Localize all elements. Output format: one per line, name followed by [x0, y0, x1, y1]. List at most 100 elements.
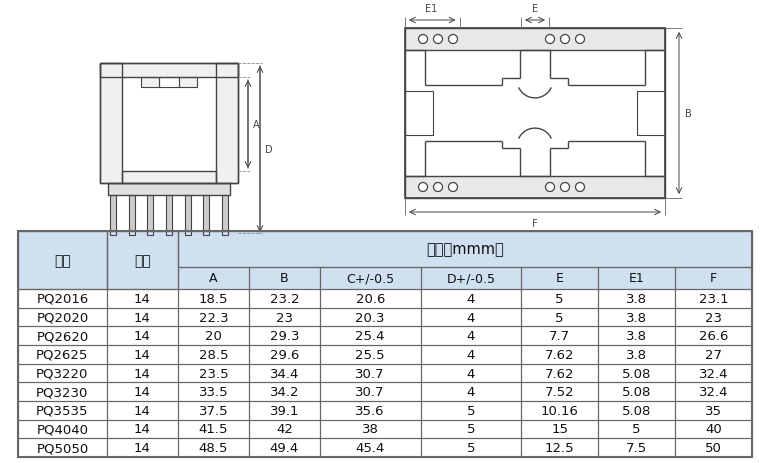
Text: A: A	[209, 272, 217, 285]
Bar	[178, 308, 249, 326]
Bar	[320, 345, 421, 364]
Bar	[18, 438, 107, 457]
Bar	[249, 345, 320, 364]
Bar	[320, 420, 421, 438]
Circle shape	[419, 183, 428, 192]
Text: 14: 14	[134, 404, 151, 417]
Text: 48.5: 48.5	[199, 441, 228, 454]
Bar	[421, 364, 521, 382]
Bar	[405, 29, 665, 51]
Bar	[521, 308, 598, 326]
Bar	[675, 326, 752, 345]
Bar	[249, 382, 320, 401]
Bar	[320, 401, 421, 420]
Bar	[178, 289, 249, 308]
Text: 14: 14	[134, 311, 151, 324]
Bar	[521, 268, 598, 289]
Bar	[521, 420, 598, 438]
Bar	[421, 420, 521, 438]
Text: C+/-0.5: C+/-0.5	[346, 272, 394, 285]
Bar	[421, 401, 521, 420]
Text: 5: 5	[555, 311, 564, 324]
Bar	[405, 176, 665, 199]
Text: 41.5: 41.5	[199, 423, 228, 436]
Bar	[249, 326, 320, 345]
Bar	[421, 438, 521, 457]
Bar	[320, 289, 421, 308]
Bar	[107, 420, 178, 438]
Circle shape	[419, 36, 428, 44]
Bar	[18, 289, 107, 308]
Text: 14: 14	[134, 385, 151, 398]
Bar	[18, 326, 107, 345]
Bar	[675, 308, 752, 326]
Bar	[521, 364, 598, 382]
Bar	[178, 420, 249, 438]
Text: 39.1: 39.1	[270, 404, 299, 417]
Bar	[178, 345, 249, 364]
Bar	[18, 232, 107, 289]
Text: 20.3: 20.3	[356, 311, 385, 324]
Text: 7.7: 7.7	[549, 330, 570, 343]
Bar	[421, 289, 521, 308]
Text: 33.5: 33.5	[198, 385, 228, 398]
Bar	[675, 364, 752, 382]
Bar	[107, 401, 178, 420]
Bar	[421, 308, 521, 326]
Bar	[249, 420, 320, 438]
Bar	[18, 232, 107, 289]
Circle shape	[561, 36, 570, 44]
Text: 7.5: 7.5	[626, 441, 647, 454]
Bar	[110, 195, 116, 236]
Bar	[178, 401, 249, 420]
Text: PQ2620: PQ2620	[36, 330, 88, 343]
Bar	[320, 289, 421, 308]
Text: 20.6: 20.6	[356, 292, 385, 305]
Text: 3.8: 3.8	[626, 311, 647, 324]
Text: 30.7: 30.7	[356, 367, 385, 380]
Text: 14: 14	[134, 348, 151, 361]
Bar	[107, 364, 178, 382]
Text: 25.5: 25.5	[356, 348, 385, 361]
Bar	[521, 364, 598, 382]
Text: 40: 40	[705, 423, 722, 436]
Text: 29.6: 29.6	[270, 348, 299, 361]
Bar	[598, 345, 675, 364]
Circle shape	[433, 36, 442, 44]
Text: PQ3230: PQ3230	[36, 385, 88, 398]
Bar	[178, 268, 249, 289]
Text: PQ2016: PQ2016	[36, 292, 88, 305]
Text: 10.16: 10.16	[541, 404, 578, 417]
Bar	[320, 268, 421, 289]
Text: E1: E1	[629, 272, 644, 285]
Bar	[421, 345, 521, 364]
Bar	[178, 326, 249, 345]
Bar	[598, 401, 675, 420]
Bar	[598, 420, 675, 438]
Bar	[675, 420, 752, 438]
Text: PQ2625: PQ2625	[36, 348, 88, 361]
Bar	[421, 268, 521, 289]
Bar	[598, 438, 675, 457]
Bar	[249, 420, 320, 438]
Bar	[521, 401, 598, 420]
Text: 7.62: 7.62	[545, 348, 574, 361]
Bar	[18, 308, 107, 326]
Bar	[147, 195, 154, 236]
Text: 4: 4	[467, 348, 475, 361]
Bar	[521, 438, 598, 457]
Bar	[598, 308, 675, 326]
Text: E: E	[532, 4, 538, 14]
Text: 尺寸（mmm）: 尺寸（mmm）	[426, 242, 504, 257]
Bar	[159, 78, 179, 88]
Text: D: D	[265, 144, 273, 155]
Bar	[598, 326, 675, 345]
Text: E1: E1	[425, 4, 437, 14]
Bar	[107, 364, 178, 382]
Bar	[249, 364, 320, 382]
Bar	[166, 195, 172, 236]
Text: PQ5050: PQ5050	[36, 441, 88, 454]
Bar	[249, 438, 320, 457]
Bar	[249, 289, 320, 308]
Text: 38: 38	[362, 423, 379, 436]
